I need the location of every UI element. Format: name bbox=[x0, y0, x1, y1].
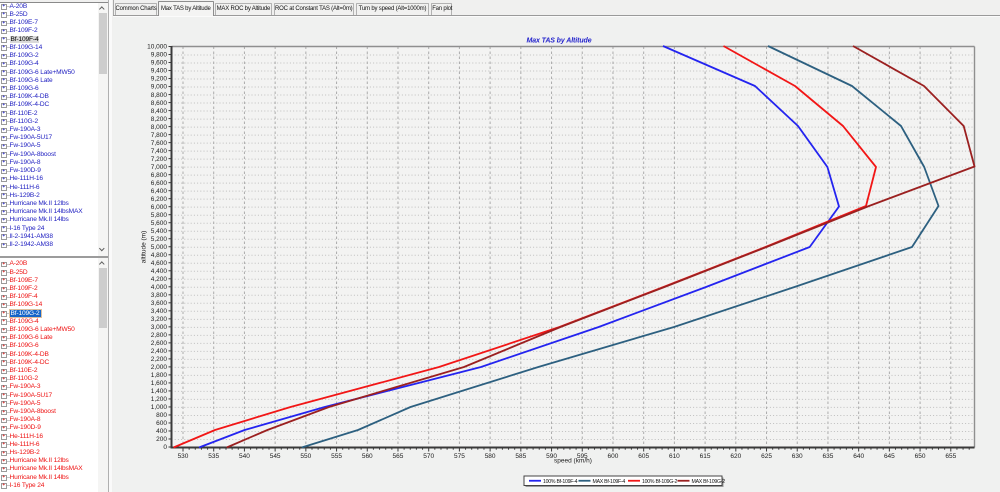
svg-text:570: 570 bbox=[423, 453, 434, 460]
svg-text:5,200: 5,200 bbox=[151, 236, 168, 243]
svg-text:5,000: 5,000 bbox=[151, 244, 168, 251]
svg-text:9,200: 9,200 bbox=[151, 76, 168, 83]
svg-text:1,600: 1,600 bbox=[151, 380, 168, 387]
svg-text:7,600: 7,600 bbox=[151, 140, 168, 147]
svg-text:1,400: 1,400 bbox=[151, 388, 168, 395]
svg-text:8,800: 8,800 bbox=[151, 92, 168, 99]
svg-text:555: 555 bbox=[331, 453, 342, 460]
svg-text:610: 610 bbox=[669, 453, 680, 460]
svg-text:2,600: 2,600 bbox=[151, 340, 168, 347]
svg-text:8,400: 8,400 bbox=[151, 108, 168, 115]
svg-text:6,600: 6,600 bbox=[151, 180, 168, 187]
svg-text:8,200: 8,200 bbox=[151, 116, 168, 123]
svg-text:3,600: 3,600 bbox=[151, 300, 168, 307]
svg-text:590: 590 bbox=[546, 453, 557, 460]
svg-text:4,600: 4,600 bbox=[151, 260, 168, 267]
svg-text:595: 595 bbox=[577, 453, 588, 460]
svg-text:8,000: 8,000 bbox=[151, 124, 168, 131]
svg-text:7,200: 7,200 bbox=[151, 156, 168, 163]
svg-text:9,400: 9,400 bbox=[151, 68, 168, 75]
svg-text:altitude (m): altitude (m) bbox=[141, 231, 148, 264]
svg-text:9,800: 9,800 bbox=[151, 52, 168, 59]
svg-text:8,600: 8,600 bbox=[151, 100, 168, 107]
svg-text:3,200: 3,200 bbox=[151, 316, 168, 323]
svg-text:600: 600 bbox=[156, 420, 167, 427]
svg-text:5,600: 5,600 bbox=[151, 220, 168, 227]
svg-text:630: 630 bbox=[792, 453, 803, 460]
svg-text:650: 650 bbox=[915, 453, 926, 460]
svg-text:3,400: 3,400 bbox=[151, 308, 168, 315]
svg-text:10,000: 10,000 bbox=[147, 44, 167, 51]
svg-text:9,000: 9,000 bbox=[151, 84, 168, 91]
svg-text:560: 560 bbox=[362, 453, 373, 460]
svg-text:100% Bf-109F-4: 100% Bf-109F-4 bbox=[543, 479, 578, 485]
svg-text:605: 605 bbox=[638, 453, 649, 460]
svg-text:9,600: 9,600 bbox=[151, 60, 168, 67]
svg-text:4,400: 4,400 bbox=[151, 268, 168, 275]
svg-text:3,000: 3,000 bbox=[151, 324, 168, 331]
svg-text:620: 620 bbox=[730, 453, 741, 460]
svg-text:7,400: 7,400 bbox=[151, 148, 168, 155]
svg-text:565: 565 bbox=[393, 453, 404, 460]
svg-text:600: 600 bbox=[608, 453, 619, 460]
svg-text:100% Bf-109G-2: 100% Bf-109G-2 bbox=[642, 479, 678, 485]
svg-text:6,800: 6,800 bbox=[151, 172, 168, 179]
svg-text:4,200: 4,200 bbox=[151, 276, 168, 283]
svg-text:545: 545 bbox=[270, 453, 281, 460]
svg-text:7,000: 7,000 bbox=[151, 164, 168, 171]
svg-text:2,200: 2,200 bbox=[151, 356, 168, 363]
svg-text:MAX Bf-109F-4: MAX Bf-109F-4 bbox=[593, 479, 626, 485]
svg-text:1,000: 1,000 bbox=[151, 404, 168, 411]
svg-text:Max TAS by Altitude: Max TAS by Altitude bbox=[527, 38, 592, 45]
svg-text:540: 540 bbox=[239, 453, 250, 460]
svg-text:645: 645 bbox=[884, 453, 895, 460]
svg-text:800: 800 bbox=[156, 412, 167, 419]
svg-text:MAX Bf-109G-2: MAX Bf-109G-2 bbox=[692, 479, 726, 485]
svg-text:625: 625 bbox=[761, 453, 772, 460]
svg-text:640: 640 bbox=[853, 453, 864, 460]
svg-text:speed (km/h): speed (km/h) bbox=[554, 458, 592, 465]
svg-text:575: 575 bbox=[454, 453, 465, 460]
svg-text:635: 635 bbox=[823, 453, 834, 460]
svg-text:400: 400 bbox=[156, 428, 167, 435]
svg-text:615: 615 bbox=[700, 453, 711, 460]
svg-text:550: 550 bbox=[300, 453, 311, 460]
svg-text:1,800: 1,800 bbox=[151, 372, 168, 379]
svg-text:6,000: 6,000 bbox=[151, 204, 168, 211]
svg-text:4,000: 4,000 bbox=[151, 284, 168, 291]
svg-text:6,200: 6,200 bbox=[151, 196, 168, 203]
svg-text:4,800: 4,800 bbox=[151, 252, 168, 259]
svg-text:200: 200 bbox=[156, 436, 167, 443]
svg-text:2,400: 2,400 bbox=[151, 348, 168, 355]
svg-text:3,800: 3,800 bbox=[151, 292, 168, 299]
svg-text:7,800: 7,800 bbox=[151, 132, 168, 139]
svg-text:580: 580 bbox=[485, 453, 496, 460]
svg-text:585: 585 bbox=[515, 453, 526, 460]
svg-text:5,800: 5,800 bbox=[151, 212, 168, 219]
svg-text:530: 530 bbox=[178, 453, 189, 460]
svg-text:535: 535 bbox=[208, 453, 219, 460]
svg-text:2,800: 2,800 bbox=[151, 332, 168, 339]
svg-text:655: 655 bbox=[945, 453, 956, 460]
svg-text:6,400: 6,400 bbox=[151, 188, 168, 195]
svg-text:5,400: 5,400 bbox=[151, 228, 168, 235]
svg-text:1,200: 1,200 bbox=[151, 396, 168, 403]
svg-text:2,000: 2,000 bbox=[151, 364, 168, 371]
svg-text:0: 0 bbox=[163, 444, 167, 451]
